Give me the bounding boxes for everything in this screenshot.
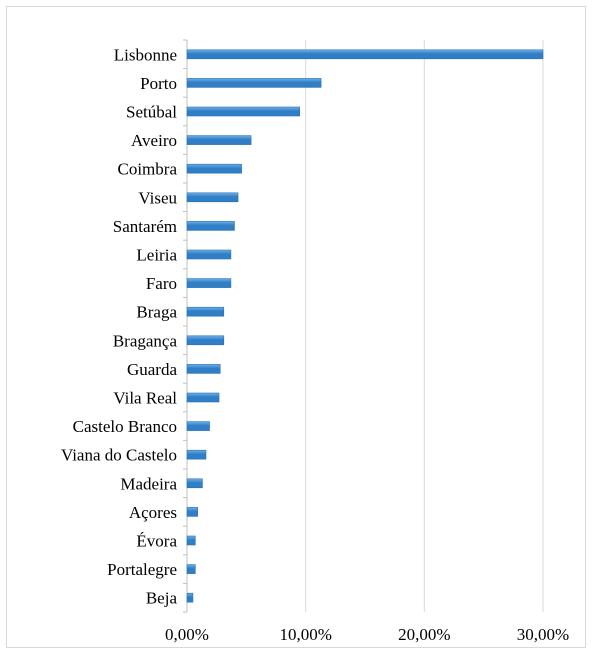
category-label: Leiria bbox=[136, 246, 177, 265]
gridlines bbox=[305, 40, 544, 612]
category-axis bbox=[183, 39, 188, 613]
category-label: Évora bbox=[136, 532, 177, 551]
category-labels: Lisbonne Porto Setúbal Aveiro Coimbra Viseu Sa… bbox=[61, 45, 178, 607]
bar bbox=[186, 449, 207, 460]
x-tick-label: 20,00% bbox=[398, 625, 450, 644]
bar bbox=[186, 163, 242, 174]
category-label: Viana do Castelo bbox=[61, 446, 177, 465]
x-tick-labels: 0,00% 10,00% 20,00% 30,00% bbox=[165, 625, 569, 644]
bars bbox=[186, 49, 544, 603]
x-tick-label: 10,00% bbox=[279, 625, 331, 644]
bar bbox=[186, 335, 225, 346]
category-label: Lisbonne bbox=[114, 45, 177, 64]
bar bbox=[186, 421, 210, 431]
bar bbox=[186, 192, 239, 203]
bar bbox=[186, 278, 232, 288]
category-label: Setúbal bbox=[126, 103, 177, 122]
category-label: Vila Real bbox=[113, 389, 177, 408]
bar bbox=[186, 392, 220, 403]
bar bbox=[186, 49, 544, 60]
bar bbox=[186, 306, 225, 317]
bar bbox=[186, 221, 235, 231]
bar bbox=[186, 507, 198, 517]
category-label: Açores bbox=[129, 503, 177, 522]
bar bbox=[186, 106, 301, 117]
category-label: Santarém bbox=[113, 217, 177, 236]
category-label: Viseu bbox=[138, 188, 177, 207]
category-label: Coimbra bbox=[118, 160, 178, 179]
bar bbox=[186, 135, 252, 145]
category-label: Beja bbox=[146, 589, 178, 608]
category-label: Madeira bbox=[120, 474, 177, 493]
x-tick-label: 0,00% bbox=[165, 625, 209, 644]
category-label: Portalegre bbox=[107, 560, 177, 579]
category-label: Braga bbox=[136, 303, 177, 322]
bar bbox=[186, 78, 322, 88]
bar bbox=[186, 478, 203, 489]
category-label: Porto bbox=[140, 74, 177, 93]
bar bbox=[186, 364, 221, 374]
category-label: Faro bbox=[146, 274, 177, 293]
bar bbox=[186, 564, 196, 574]
bar bbox=[186, 592, 194, 603]
bar bbox=[186, 249, 232, 260]
category-label: Bragança bbox=[113, 331, 178, 350]
category-label: Guarda bbox=[127, 360, 177, 379]
x-tick-label: 30,00% bbox=[517, 625, 569, 644]
bar bbox=[186, 535, 196, 546]
category-label: Castelo Branco bbox=[73, 417, 177, 436]
category-label: Aveiro bbox=[131, 131, 177, 150]
